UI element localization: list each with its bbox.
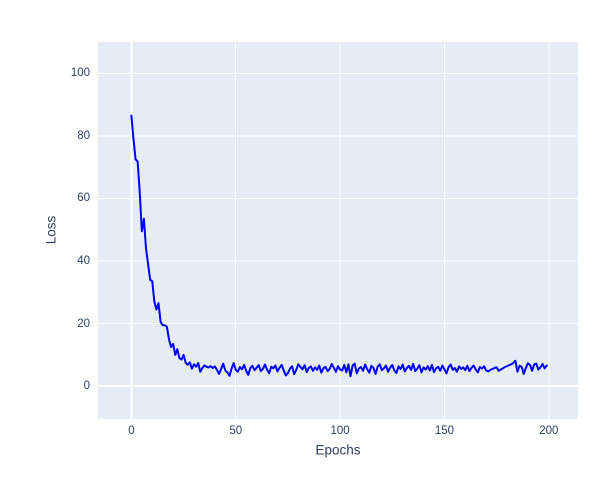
x-tick-label: 0	[128, 425, 135, 437]
y-tick-label: 80	[77, 129, 90, 142]
loss-line-training-loss	[130, 114, 548, 378]
y-tick-label: 0	[83, 380, 90, 393]
x-tick-label: 100	[330, 425, 350, 437]
y-tick-label: 100	[70, 67, 90, 80]
plot-area	[98, 42, 578, 419]
x-tick-label: 50	[229, 425, 243, 437]
x-tick-label: 150	[434, 425, 455, 437]
y-tick-label: 20	[77, 317, 90, 330]
x-tick-label: 200	[539, 425, 559, 437]
y-tick-label: 60	[77, 192, 90, 205]
chart-canvas	[98, 42, 578, 419]
x-axis-title: Epochs	[315, 442, 361, 458]
y-axis-title: Loss	[43, 215, 59, 245]
y-tick-label: 40	[77, 255, 90, 267]
